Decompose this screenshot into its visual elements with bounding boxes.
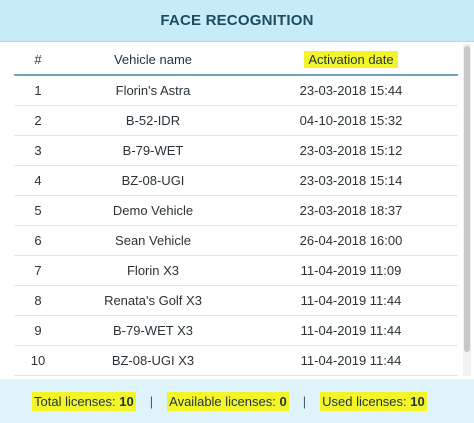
table-row[interactable]: 8 Renata's Golf X3 11-04-2019 11:44 [14, 285, 458, 316]
total-licenses: Total licenses: 10 [32, 391, 136, 411]
activation-date: 23-03-2018 15:44 [244, 75, 458, 106]
activation-date: 11-04-2019 11:09 [244, 255, 458, 286]
row-number: 3 [14, 135, 62, 166]
used-licenses-value: 10 [410, 393, 425, 409]
table-row[interactable]: 10 BZ-08-UGI X3 11-04-2019 11:44 [14, 345, 458, 376]
row-number: 8 [14, 285, 62, 316]
total-licenses-value: 10 [119, 393, 134, 409]
scrollbar-thumb[interactable] [464, 46, 470, 352]
table-scrollbar[interactable] [463, 44, 471, 376]
vehicle-name: BZ-08-UGI X3 [62, 345, 244, 376]
vehicle-name: B-52-IDR [62, 105, 244, 136]
activation-date: 04-10-2018 15:32 [244, 105, 458, 136]
table-row[interactable]: 6 Sean Vehicle 26-04-2018 16:00 [14, 225, 458, 256]
activation-date-highlight: Activation date [304, 50, 398, 68]
column-header-vehicle-name: Vehicle name [62, 44, 244, 76]
licenses-table-container[interactable]: # Vehicle name Activation date 1 Florin's… [14, 44, 458, 376]
table-row[interactable]: 9 B-79-WET X3 11-04-2019 11:44 [14, 315, 458, 346]
panel-header: FACE RECOGNITION [0, 0, 474, 42]
vehicle-name: Florin X3 [62, 255, 244, 286]
vehicle-name: B-79-WET X3 [62, 315, 244, 346]
vehicle-name: Renata's Golf X3 [62, 285, 244, 316]
available-licenses: Available licenses: 0 [167, 391, 289, 411]
activation-date: 11-04-2019 11:44 [244, 315, 458, 346]
activation-date: 23-03-2018 15:14 [244, 165, 458, 196]
row-number: 10 [14, 345, 62, 376]
activation-date: 23-03-2018 18:37 [244, 195, 458, 226]
row-number: 7 [14, 255, 62, 286]
table-row[interactable]: 7 Florin X3 11-04-2019 11:09 [14, 255, 458, 286]
row-number: 5 [14, 195, 62, 226]
table-row[interactable]: 2 B-52-IDR 04-10-2018 15:32 [14, 105, 458, 136]
column-header-number: # [14, 44, 62, 76]
row-number: 2 [14, 105, 62, 136]
separator: | [149, 393, 154, 409]
separator: | [302, 393, 307, 409]
vehicle-name: BZ-08-UGI [62, 165, 244, 196]
vehicle-name: Florin's Astra [62, 75, 244, 106]
row-number: 4 [14, 165, 62, 196]
activation-date: 11-04-2019 11:44 [244, 345, 458, 376]
table-row[interactable]: 3 B-79-WET 23-03-2018 15:12 [14, 135, 458, 166]
licenses-table: # Vehicle name Activation date 1 Florin's… [14, 44, 458, 376]
vehicle-name: Demo Vehicle [62, 195, 244, 226]
panel-title: FACE RECOGNITION [160, 12, 314, 29]
licenses-summary: Total licenses: 10 | Available licenses:… [0, 379, 474, 423]
table-row[interactable]: 5 Demo Vehicle 23-03-2018 18:37 [14, 195, 458, 226]
row-number: 6 [14, 225, 62, 256]
available-licenses-label: Available licenses: [169, 393, 276, 409]
column-header-activation-date: Activation date [244, 44, 458, 76]
row-number: 9 [14, 315, 62, 346]
used-licenses: Used licenses: 10 [320, 391, 427, 411]
used-licenses-label: Used licenses: [322, 393, 407, 409]
table-row[interactable]: 4 BZ-08-UGI 23-03-2018 15:14 [14, 165, 458, 196]
vehicle-name: B-79-WET [62, 135, 244, 166]
available-licenses-value: 0 [279, 393, 287, 409]
table-header-row: # Vehicle name Activation date [14, 44, 458, 76]
row-number: 1 [14, 75, 62, 106]
table-row[interactable]: 1 Florin's Astra 23-03-2018 15:44 [14, 75, 458, 106]
vehicle-name: Sean Vehicle [62, 225, 244, 256]
activation-date: 11-04-2019 11:44 [244, 285, 458, 316]
total-licenses-label: Total licenses: [34, 393, 116, 409]
activation-date: 23-03-2018 15:12 [244, 135, 458, 166]
activation-date: 26-04-2018 16:00 [244, 225, 458, 256]
